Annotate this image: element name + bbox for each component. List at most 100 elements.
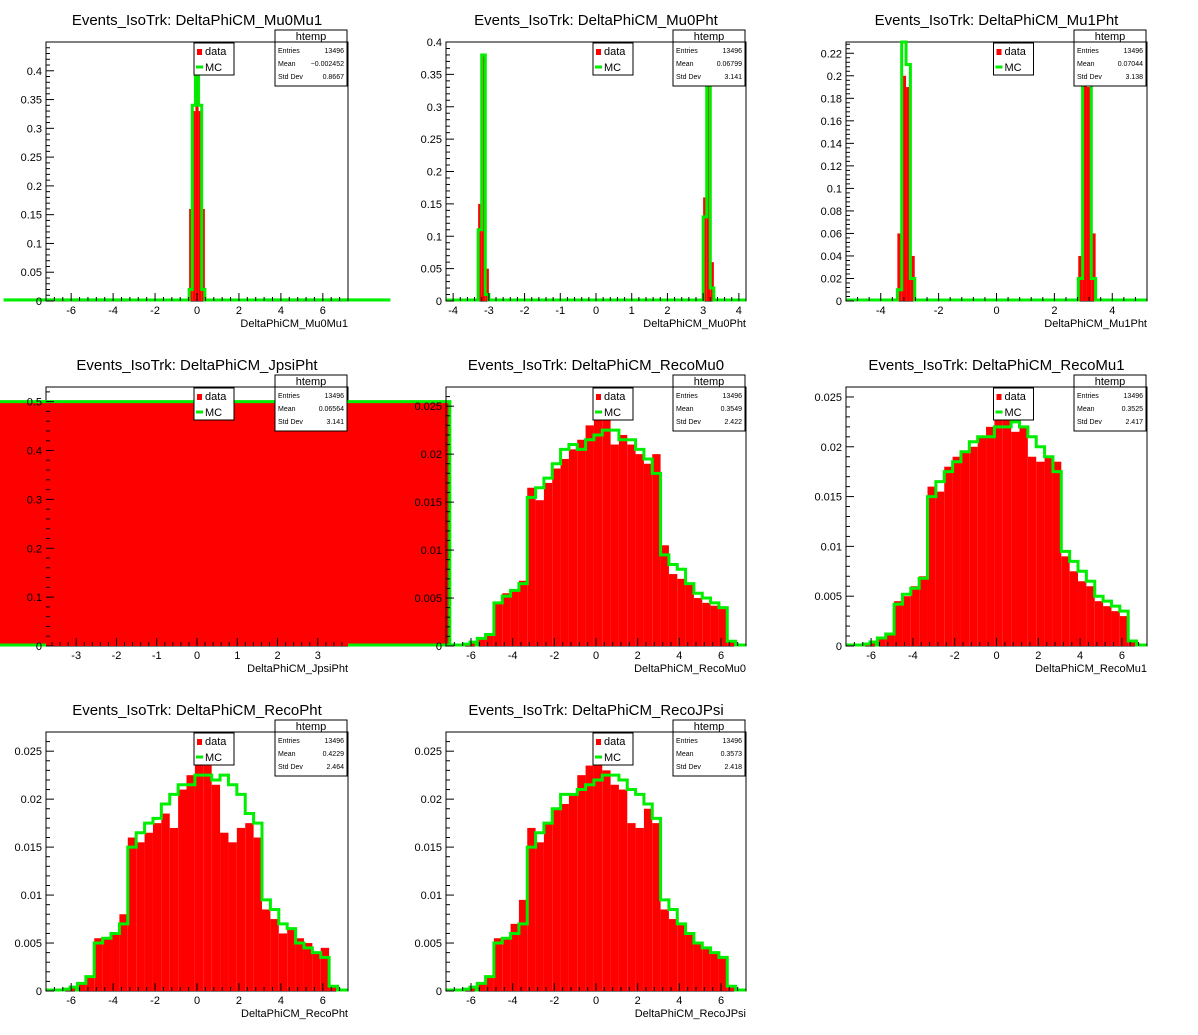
data-bar [518, 899, 528, 991]
x-tick-label: 4 [278, 305, 284, 317]
chart-title: Events_IsoTrk: DeltaPhiCM_RecoMu0 [468, 357, 724, 374]
x-tick-label: -6 [66, 305, 76, 317]
data-bar [287, 928, 296, 991]
x-tick-label: 4 [1109, 305, 1115, 317]
data-bar [710, 262, 714, 301]
data-bar [312, 952, 321, 991]
legend-box [193, 42, 235, 76]
data-bar [270, 919, 279, 991]
data-bar [186, 775, 195, 991]
y-tick-label: 0.5 [27, 397, 42, 409]
data-bar [643, 808, 653, 991]
data-bar [952, 456, 961, 646]
data-bar [627, 444, 636, 646]
x-tick-label: 2 [236, 305, 242, 317]
stats-entries-label: Entries [278, 48, 300, 55]
stats-mean-label: Mean [278, 406, 296, 413]
series-data [478, 42, 714, 302]
y-tick-label: 0.1 [27, 592, 42, 604]
data-bar [577, 439, 586, 646]
x-tick-label: 0 [593, 995, 599, 1007]
y-tick-label: 0.25 [421, 134, 442, 146]
data-bar [194, 751, 204, 991]
y-tick-label: 0.3 [427, 102, 442, 114]
data-bar [552, 808, 561, 991]
y-tick-label: 0.22 [821, 48, 842, 60]
stats-box: htemp Entries 13496 Mean 0.06564 Std Dev 3.141 [274, 374, 348, 432]
data-bar [329, 986, 338, 991]
legend-data-swatch [596, 49, 601, 55]
data-bar [493, 938, 503, 991]
y-tick-label: 0.1 [27, 238, 42, 250]
data-bar [693, 943, 703, 991]
x-tick-label: 1 [629, 305, 635, 317]
data-bar [320, 947, 330, 991]
y-tick-label: 0.025 [414, 401, 442, 413]
legend: data MC [193, 387, 235, 421]
data-bar [910, 586, 920, 646]
y-tick-label: 0.015 [414, 842, 442, 854]
series-data [463, 755, 736, 991]
data-bar [477, 638, 486, 646]
x-tick-label: -4 [448, 305, 458, 317]
x-tick-label: 2 [274, 650, 280, 662]
y-tick-label: 0.3 [27, 123, 42, 135]
legend: data MC [592, 732, 634, 766]
data-bar [189, 208, 193, 301]
stats-mean-label: Mean [278, 751, 296, 758]
series-data [0, 401, 450, 646]
x-axis-label: DeltaPhiCM_RecoMu0 [634, 663, 746, 675]
data-bar [1082, 75, 1087, 301]
y-tick-label: 0.1 [427, 231, 442, 243]
stats-entries-value: 13496 [723, 393, 743, 400]
data-bar [1019, 426, 1028, 646]
y-tick-label: 0.2 [27, 543, 42, 555]
stats-std-value: 3.141 [326, 419, 344, 426]
stats-mean-value: 0.3573 [721, 751, 743, 758]
legend-mc-label: MC [1005, 407, 1022, 419]
data-bar [1128, 641, 1137, 646]
series-data [463, 410, 736, 646]
data-bar [228, 842, 237, 991]
y-tick-label: 0.005 [14, 938, 42, 950]
data-bar [610, 444, 619, 646]
x-tick-label: 4 [1077, 650, 1083, 662]
stats-box: htemp Entries 13496 Mean 0.3525 Std Dev 2.417 [1073, 374, 1147, 432]
series-mc [446, 428, 746, 647]
y-tick-label: 0.35 [21, 95, 42, 107]
x-tick-label: -1 [152, 650, 162, 662]
x-tick-label: 6 [320, 305, 326, 317]
data-bar [1027, 456, 1037, 646]
histogram-panel: Events_IsoTrk: DeltaPhiCM_RecoJPsi -6 -4 -2… [414, 702, 747, 1020]
stats-entries-label: Entries [676, 738, 698, 745]
legend-data-label: data [205, 736, 227, 748]
mc-step-line [846, 420, 1147, 647]
stats-mean-value: 0.3549 [721, 406, 743, 413]
data-bar [543, 482, 553, 646]
data-bar [560, 803, 569, 991]
data-bar [635, 827, 644, 991]
stats-title: htemp [1095, 31, 1126, 43]
data-bar [1111, 611, 1120, 646]
data-bar [220, 832, 229, 991]
stats-mean-label: Mean [1077, 406, 1095, 413]
x-tick-label: 2 [236, 995, 242, 1007]
stats-box-frame [1073, 374, 1147, 432]
x-axis-label: DeltaPhiCM_JpsiPht [247, 663, 348, 675]
data-bar [897, 233, 902, 301]
data-bar [877, 638, 886, 646]
x-tick-label: 4 [676, 995, 682, 1007]
y-tick-label: 0.02 [421, 449, 442, 461]
legend-data-label: data [604, 46, 626, 58]
histogram-panel: Events_IsoTrk: DeltaPhiCM_RecoPht -6 -4 -2 0… [14, 702, 349, 1020]
data-bar [677, 578, 686, 646]
stats-box-frame [672, 29, 746, 87]
x-tick-label: 0 [593, 650, 599, 662]
data-bar [1011, 431, 1020, 646]
legend: data MC [993, 387, 1034, 421]
x-tick-label: -2 [112, 650, 122, 662]
data-bar [977, 436, 987, 646]
data-bar [0, 401, 197, 646]
data-bar [906, 87, 911, 301]
chart-title: Events_IsoTrk: DeltaPhiCM_Mu0Pht [474, 12, 719, 29]
